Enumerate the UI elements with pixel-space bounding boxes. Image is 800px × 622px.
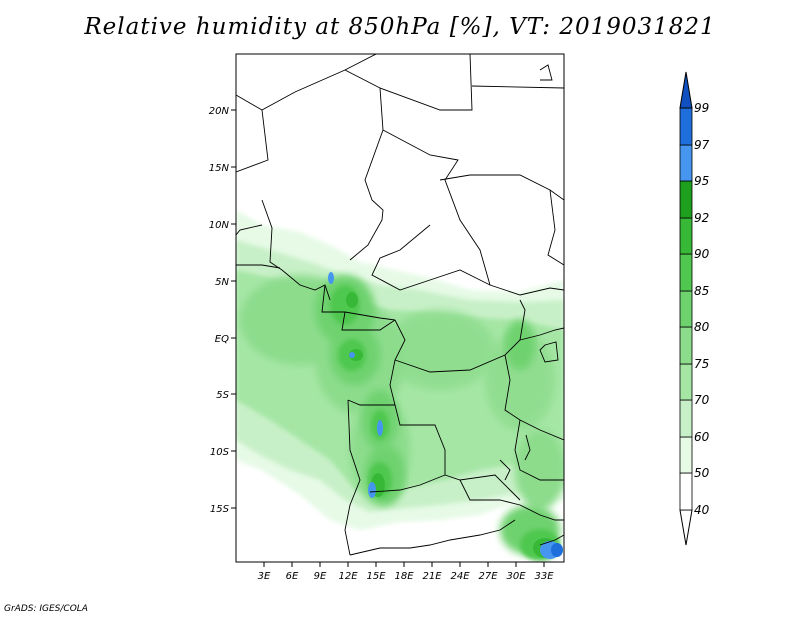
colorbar-label: 97 — [694, 138, 710, 152]
colorbar-label: 70 — [694, 393, 710, 407]
colorbar-segment — [679, 144, 693, 182]
colorbar-label: 85 — [694, 284, 709, 298]
colorbar-segment — [679, 217, 693, 255]
chart-title: Relative humidity at 850hPa [%], VT: 201… — [84, 14, 716, 40]
lat-label: 5S — [216, 390, 229, 401]
lat-label: EQ — [215, 334, 229, 345]
lon-label: 30E — [506, 571, 526, 582]
lat-axis: 20N 15N 10N 5N EQ 5S 10S 15S — [209, 106, 236, 515]
colorbar-label: 99 — [694, 101, 709, 115]
lon-label: 3E — [258, 571, 271, 582]
credit-text: GrADS: IGES/COLA — [4, 604, 88, 614]
humidity-field — [236, 54, 564, 562]
lat-label: 5N — [215, 277, 229, 288]
colorbar-label: 50 — [694, 466, 710, 480]
lon-label: 24E — [450, 571, 470, 582]
lon-label: 9E — [314, 571, 327, 582]
colorbar-label: 92 — [694, 211, 709, 225]
colorbar-label: 75 — [694, 357, 709, 371]
lon-label: 12E — [338, 571, 358, 582]
lat-label: 20N — [209, 106, 230, 117]
colorbar-segment — [679, 107, 693, 146]
lat-label: 15N — [209, 163, 230, 174]
colorbar-label: 90 — [694, 247, 710, 261]
colorbar-label: 80 — [694, 320, 710, 334]
map-frame — [235, 53, 565, 563]
colorbar-low-arrow — [679, 509, 693, 546]
colorbar-label: 40 — [694, 503, 710, 517]
colorbar-label: 95 — [694, 174, 709, 188]
country-borders — [236, 54, 564, 556]
lon-label: 15E — [366, 571, 386, 582]
colorbar-segment — [679, 326, 693, 365]
lon-label: 33E — [534, 571, 554, 582]
colorbar-segment — [679, 436, 693, 474]
lon-label: 6E — [286, 571, 299, 582]
colorbar: 40 50 60 70 75 80 85 90 92 95 97 99 — [679, 71, 710, 546]
colorbar-high-arrow — [679, 71, 693, 109]
lon-label: 21E — [422, 571, 442, 582]
lon-label: 18E — [394, 571, 414, 582]
colorbar-segment — [679, 290, 693, 328]
colorbar-segment — [679, 253, 693, 292]
colorbar-segment — [679, 399, 693, 438]
lon-label: 27E — [478, 571, 498, 582]
lat-label: 10N — [209, 220, 230, 231]
lat-label: 15S — [210, 504, 230, 515]
lon-axis: 3E 6E 9E 12E 15E 18E 21E 24E 27E 30E 33E — [258, 562, 554, 582]
colorbar-label: 60 — [694, 430, 710, 444]
colorbar-segment — [679, 363, 693, 401]
colorbar-segment — [679, 180, 693, 219]
lat-label: 10S — [210, 447, 230, 458]
colorbar-segment — [679, 472, 693, 511]
